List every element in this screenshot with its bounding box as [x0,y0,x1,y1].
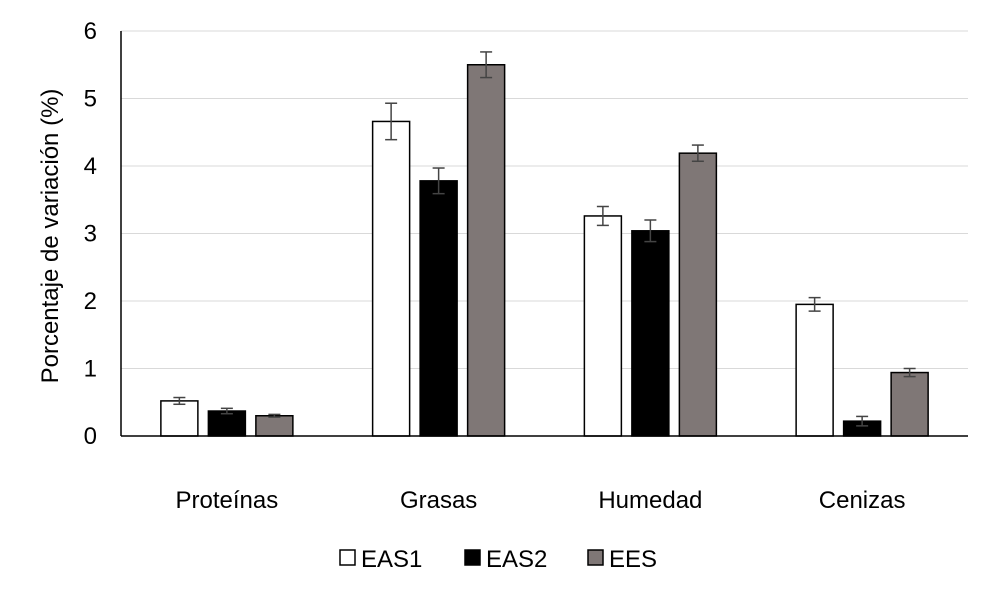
bars [160,51,929,437]
bar-eas2-2 [631,230,670,437]
error-bar [268,413,281,418]
error-bar [903,367,916,378]
legend-item-eas2: EAS2 [464,546,547,573]
bar-eas1-1 [371,120,411,437]
bar-eas1-0 [160,400,199,437]
y-tick-label: 5 [84,86,97,113]
x-tick-label: Grasas [400,487,477,514]
bar-ees-2 [678,152,718,437]
y-tick-label: 2 [84,288,97,315]
gridlines [121,30,968,369]
x-tick-label: Cenizas [819,487,906,514]
axes [120,31,968,437]
bar-eas2-1 [419,180,458,437]
error-bar [691,144,704,163]
legend-swatch [587,549,604,566]
bar-ees-0 [255,415,294,437]
error-bar [596,205,609,227]
legend: EAS1 EAS2 EES [339,546,657,573]
error-bar [385,102,398,141]
x-tick-label: Humedad [598,487,702,514]
legend-label: EAS1 [361,546,422,573]
legend-label: EES [609,546,657,573]
bar-eas2-0 [207,410,247,437]
error-bar [808,296,821,312]
y-tick-label: 1 [84,356,97,383]
legend-swatch [339,549,356,566]
y-tick-label: 3 [84,221,97,248]
error-bar [480,51,493,79]
error-bar [432,167,445,195]
error-bar [220,407,233,415]
error-bar [856,415,869,427]
bar-ees-1 [466,64,506,437]
legend-label: EAS2 [486,546,547,573]
y-tick-label: 4 [84,153,97,180]
labels: Porcentaje de variación (%) 0 1 2 3 4 5 6 Prote… [37,18,905,514]
bar-ees-3 [890,371,929,437]
bar-eas1-3 [795,303,834,437]
y-tick-label: 0 [84,423,97,450]
bar-eas1-2 [583,215,623,437]
y-tick-label: 6 [84,18,97,45]
error-bar [173,396,186,406]
y-axis-title: Porcentaje de variación (%) [37,89,64,384]
legend-item-ees: EES [587,546,657,573]
legend-swatch [464,549,481,566]
x-tick-label: Proteínas [176,487,279,514]
legend-item-eas1: EAS1 [339,546,422,573]
error-bar [644,219,657,243]
